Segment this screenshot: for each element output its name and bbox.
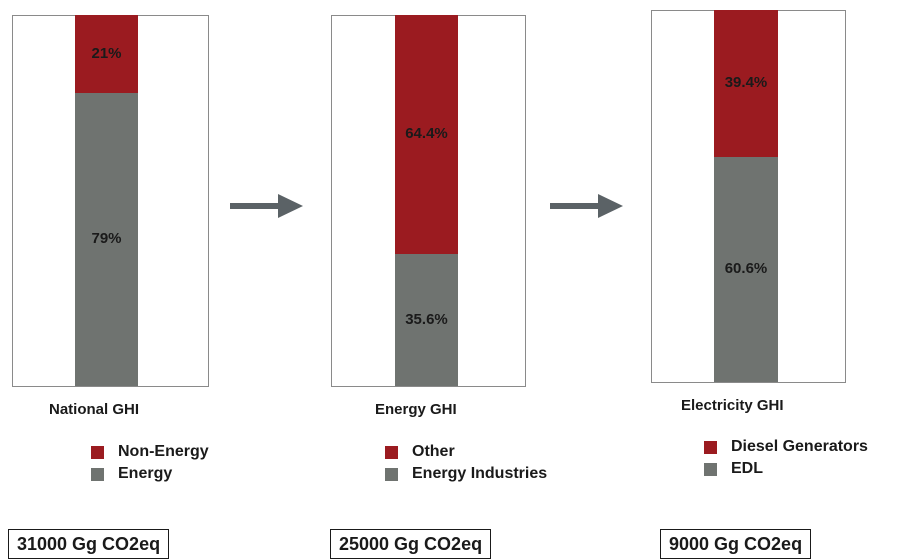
- bar-segment-value-label: 35.6%: [405, 310, 448, 328]
- panel-title-electricity: Electricity GHI: [681, 397, 784, 414]
- legend-label: EDL: [731, 460, 763, 477]
- legend-label: Energy: [118, 465, 173, 482]
- legend-label: Other: [412, 443, 455, 460]
- legend-swatch: [704, 462, 717, 476]
- total-box-national: 31000 Gg CO2eq: [8, 529, 170, 559]
- legend-item-other: Other: [385, 441, 547, 463]
- legend-label: Non-Energy: [118, 443, 209, 460]
- total-box-energy: 25000 Gg CO2eq: [330, 529, 492, 559]
- stacked-bar-electricity: 39.4% 60.6%: [714, 10, 778, 382]
- legend-item-energy-industries: Energy Industries: [385, 463, 547, 485]
- legend-item-energy: Energy: [91, 463, 209, 485]
- stacked-bar-national: 21% 79%: [75, 15, 138, 386]
- bar-segment-edl: [714, 156, 778, 382]
- legend-swatch: [385, 467, 398, 481]
- legend-label: Diesel Generators: [731, 438, 868, 455]
- bar-segment-energy-industries: [395, 253, 458, 386]
- stacked-bar-energy: 64.4% 35.6%: [395, 15, 458, 386]
- legend-swatch: [91, 445, 104, 459]
- legend-energy: Other Energy Industries: [385, 441, 547, 485]
- legend-swatch: [385, 445, 398, 459]
- legend-label: Energy Industries: [412, 465, 548, 482]
- legend-item-non-energy: Non-Energy: [91, 441, 209, 463]
- legend-swatch: [704, 440, 717, 454]
- right-arrow-icon: [550, 194, 623, 218]
- bar-segment-other: [395, 15, 458, 254]
- legend-item-edl: EDL: [704, 458, 868, 480]
- total-box-electricity: 9000 Gg CO2eq: [660, 529, 812, 559]
- bar-segment-non-energy: [75, 15, 138, 93]
- legend-item-diesel-generators: Diesel Generators: [704, 436, 868, 458]
- bar-segment-value-label: 64.4%: [405, 125, 448, 143]
- bar-segment-value-label: 79%: [91, 230, 122, 248]
- panel-title-energy: Energy GHI: [375, 401, 457, 418]
- legend-national: Non-Energy Energy: [91, 441, 209, 485]
- legend-electricity: Diesel Generators EDL: [704, 436, 868, 480]
- legend-swatch: [91, 467, 104, 481]
- bar-segment-diesel-generators: [714, 10, 778, 157]
- bar-segment-energy: [75, 92, 138, 386]
- bar-segment-value-label: 60.6%: [724, 260, 768, 278]
- bar-segment-value-label: 21%: [91, 44, 122, 62]
- bar-segment-value-label: 39.4%: [724, 74, 768, 92]
- right-arrow-icon: [230, 194, 303, 218]
- panel-title-national: National GHI: [49, 401, 140, 418]
